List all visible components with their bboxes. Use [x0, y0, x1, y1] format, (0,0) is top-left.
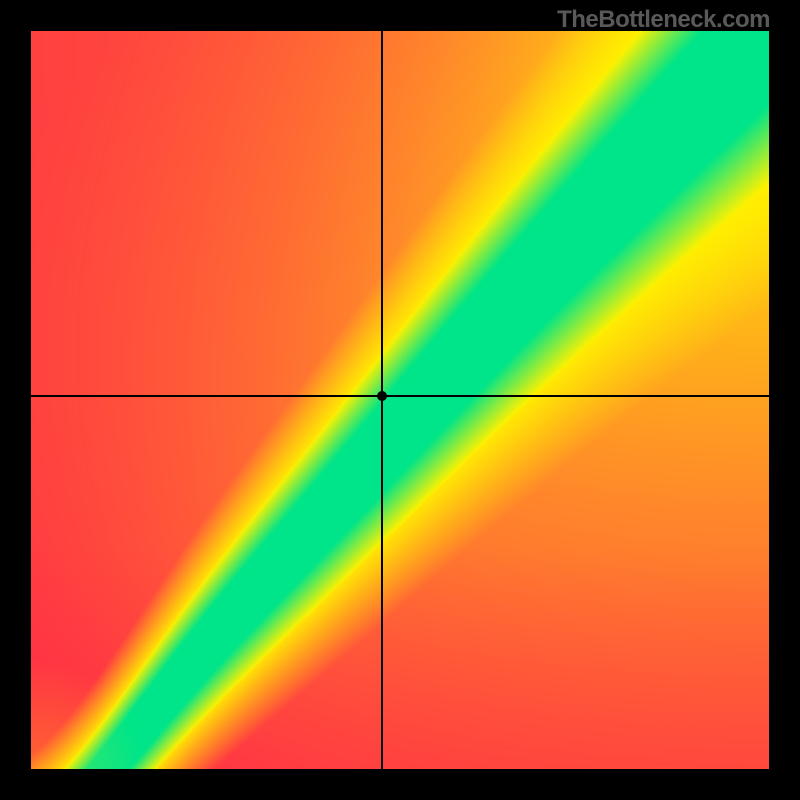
plot-area [31, 31, 769, 769]
watermark: TheBottleneck.com [557, 6, 770, 34]
crosshair-marker [377, 391, 387, 401]
chart-container: { "chart": { "type": "heatmap", "canvas_… [0, 0, 800, 800]
crosshair-horizontal [31, 395, 769, 397]
heatmap-canvas [31, 31, 769, 769]
